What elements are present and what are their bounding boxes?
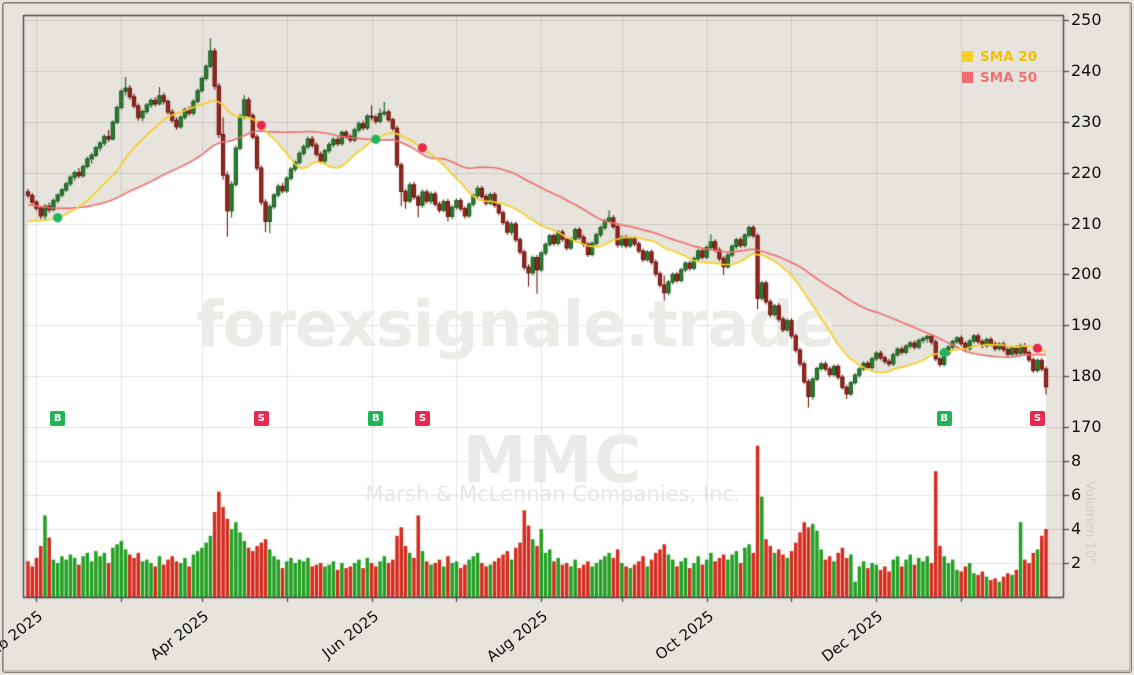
volume-tick-label: 8 bbox=[1071, 451, 1082, 470]
buy-signal-marker: B bbox=[936, 411, 952, 427]
buy-signal-marker: B bbox=[50, 411, 66, 427]
legend-item-sma20: SMA 20 bbox=[962, 46, 1037, 67]
sell-signal-marker: S bbox=[414, 411, 430, 427]
sell-signal-marker: S bbox=[253, 411, 269, 427]
volume-tick-label: 2 bbox=[1071, 553, 1082, 572]
price-tick-label: 220 bbox=[1071, 162, 1102, 182]
sma20-legend-label: SMA 20 bbox=[980, 48, 1038, 65]
sma20-swatch-icon bbox=[962, 51, 973, 62]
legend: SMA 20 SMA 50 bbox=[962, 46, 1037, 88]
month-tick-label: Jun 2025 bbox=[318, 607, 382, 663]
price-tick-label: 230 bbox=[1071, 111, 1102, 131]
month-tick-label: Feb 2025 bbox=[0, 607, 47, 664]
price-tick-label: 170 bbox=[1071, 417, 1102, 436]
price-tick-label: 190 bbox=[1071, 315, 1102, 335]
volume-tick-label: 4 bbox=[1071, 519, 1082, 538]
sell-signal-marker: S bbox=[1030, 411, 1046, 427]
sma50-legend-label: SMA 50 bbox=[980, 69, 1038, 86]
month-tick-label: Aug 2025 bbox=[483, 607, 552, 666]
month-tick-label: Oct 2025 bbox=[651, 607, 717, 664]
buy-signal-marker: B bbox=[368, 411, 384, 427]
month-tick-label: Apr 2025 bbox=[146, 607, 212, 664]
price-tick-label: 200 bbox=[1071, 264, 1102, 284]
sma50-swatch-icon bbox=[962, 72, 973, 83]
price-tick-label: 240 bbox=[1071, 60, 1102, 80]
price-tick-label: 180 bbox=[1071, 366, 1102, 386]
month-tick-label: Dec 2025 bbox=[818, 607, 887, 666]
legend-item-sma50: SMA 50 bbox=[962, 67, 1037, 88]
price-tick-label: 210 bbox=[1071, 213, 1102, 233]
volume-tick-label: 6 bbox=[1071, 485, 1082, 504]
price-tick-label: 250 bbox=[1071, 10, 1102, 29]
